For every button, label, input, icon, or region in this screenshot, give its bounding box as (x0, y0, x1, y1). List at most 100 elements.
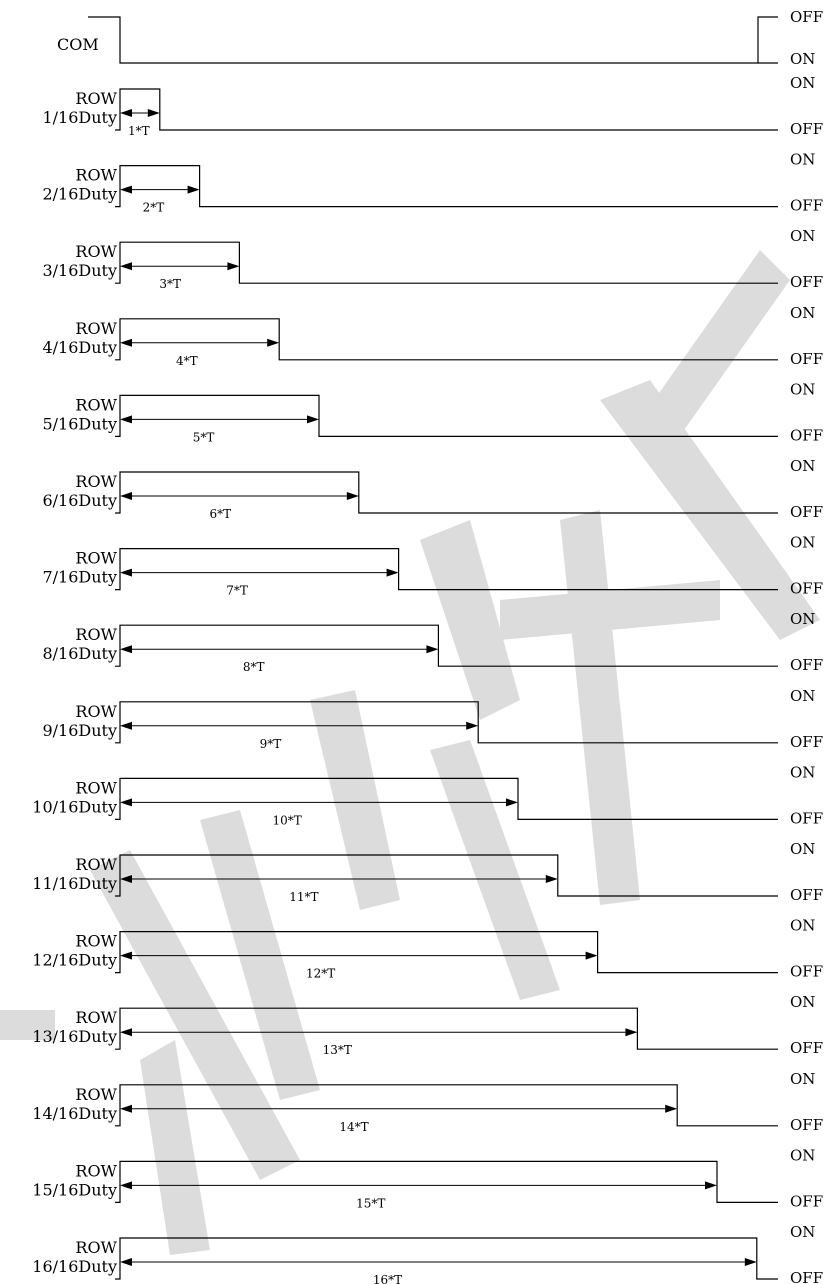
arrow-left-head (120, 645, 132, 654)
row-on-label: ON (790, 74, 815, 92)
row-waveform (115, 1237, 778, 1280)
row-label-duty: 16/16Duty (32, 1257, 117, 1276)
row-off-label: OFF (790, 809, 823, 827)
row-off-label: OFF (790, 1192, 823, 1210)
row-on-label: ON (790, 1223, 815, 1241)
duration-label: 13*T (323, 1043, 352, 1057)
arrow-right-head (705, 1181, 717, 1190)
com-label: COM (57, 35, 99, 54)
row-label-duty: 11/16Duty (32, 874, 117, 893)
watermark-stroke (640, 250, 790, 450)
duration-label: 8*T (243, 660, 265, 674)
duration-label: 11*T (289, 890, 318, 904)
arrow-left-head (120, 338, 132, 347)
duration-label: 1*T (128, 124, 150, 138)
row-on-label: ON (790, 227, 815, 245)
row-label-top: ROW (75, 395, 117, 414)
row-label-top: ROW (75, 932, 117, 951)
row-on-label: ON (790, 610, 815, 628)
row-waveform (115, 547, 778, 591)
arrow-left-head (120, 1104, 132, 1113)
arrow-left-head (120, 109, 132, 117)
row-label-top: ROW (75, 702, 117, 721)
row-on-label: ON (790, 304, 815, 322)
row-waveform (115, 471, 778, 514)
arrow-left-head (120, 1028, 132, 1037)
watermark-stroke (600, 380, 820, 640)
arrow-right-head (506, 798, 518, 807)
watermark-stroke (140, 1040, 210, 1255)
row-signals: ROW1/16Duty1*TONOFFROW2/16Duty2*TONOFFRO… (32, 74, 823, 1284)
row-label-duty: 3/16Duty (42, 261, 117, 280)
row-waveform (115, 318, 778, 361)
arrow-left-head (120, 875, 132, 883)
row-label-top: ROW (75, 1008, 117, 1027)
row-label-duty: 14/16Duty (32, 1104, 117, 1123)
row-off-label: OFF (790, 503, 823, 521)
row-label-duty: 6/16Duty (42, 491, 117, 510)
arrow-left-head (120, 185, 132, 194)
duration-label: 16*T (373, 1273, 402, 1284)
row-off-label: OFF (790, 120, 823, 138)
row-on-label: ON (790, 1070, 815, 1088)
row-label-top: ROW (75, 89, 117, 108)
watermark-stroke (310, 690, 400, 910)
row-label-duty: 1/16Duty (42, 108, 117, 127)
row-label-duty: 2/16Duty (42, 185, 117, 204)
duration-label: 7*T (226, 584, 248, 598)
duration-label: 10*T (273, 813, 302, 827)
row-on-label: ON (790, 993, 815, 1011)
row-on-label: ON (790, 151, 815, 169)
com-off-label: OFF (790, 8, 823, 26)
row-label-top: ROW (75, 855, 117, 874)
row-on-label: ON (790, 687, 815, 705)
row-on-label: ON (790, 380, 815, 398)
row-label-duty: 7/16Duty (42, 568, 117, 587)
row-off-label: OFF (790, 350, 823, 368)
row-waveform (115, 165, 778, 208)
row-label-duty: 4/16Duty (42, 338, 117, 357)
watermark-stroke (90, 850, 300, 1180)
duration-label: 6*T (209, 507, 231, 521)
row-off-label: OFF (790, 656, 823, 674)
row-waveform (115, 1084, 778, 1127)
row-label-duty: 15/16Duty (32, 1180, 117, 1199)
duration-label: 3*T (159, 277, 181, 291)
arrow-left-head (120, 568, 132, 577)
com-waveform (88, 16, 778, 64)
row-on-label: ON (790, 457, 815, 475)
row-label-top: ROW (75, 625, 117, 644)
row-on-label: ON (790, 1146, 815, 1164)
row-waveform (115, 241, 778, 284)
row-waveform (115, 777, 778, 821)
arrow-right-head (744, 1258, 757, 1266)
row-off-label: OFF (790, 426, 823, 444)
row-waveform (115, 701, 778, 744)
arrow-right-head (147, 109, 160, 117)
row-label-duty: 8/16Duty (42, 644, 117, 663)
watermark-stroke (200, 810, 320, 1100)
row-on-label: ON (790, 917, 815, 935)
row-label-top: ROW (75, 472, 117, 491)
arrow-left-head (120, 951, 132, 960)
arrow-right-head (307, 415, 319, 424)
row-label-top: ROW (75, 1238, 117, 1257)
arrow-right-head (466, 721, 479, 730)
row-off-label: OFF (790, 197, 823, 215)
arrow-left-head (120, 1181, 132, 1190)
row-label-top: ROW (75, 166, 117, 185)
arrow-right-head (386, 568, 399, 577)
